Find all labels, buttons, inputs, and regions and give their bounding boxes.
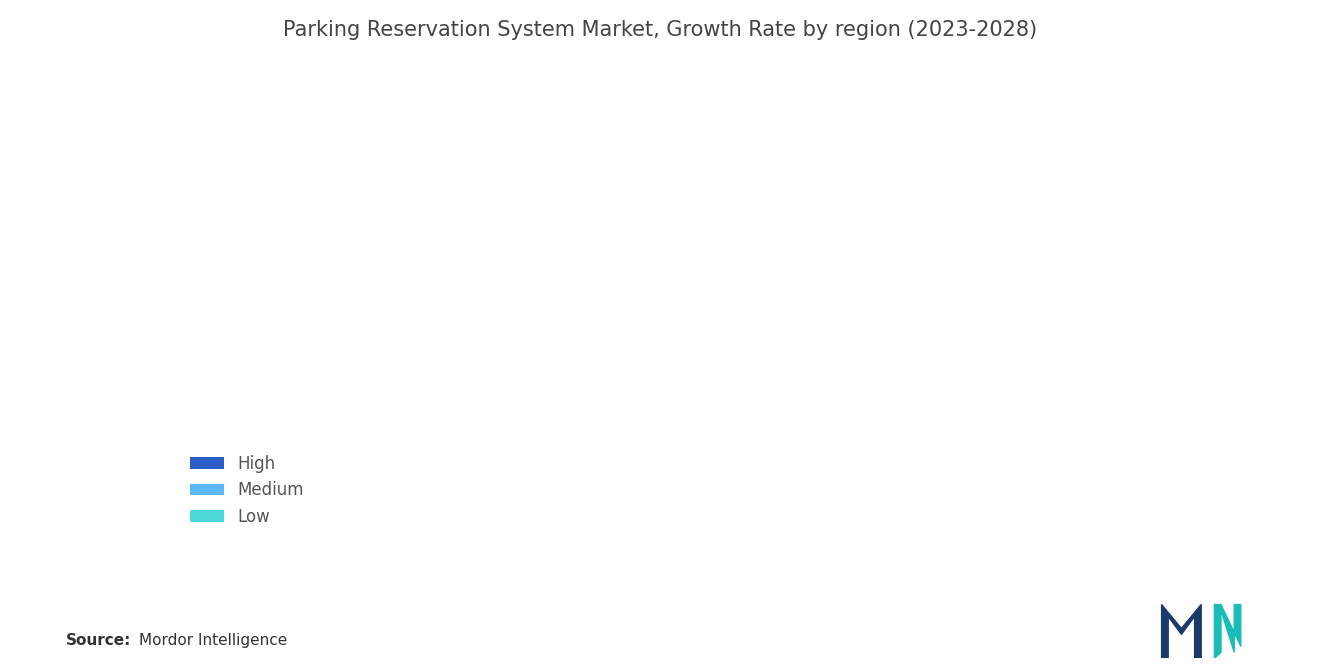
Text: Source:: Source: [66, 633, 132, 648]
Polygon shape [1162, 604, 1201, 658]
Polygon shape [1214, 604, 1241, 658]
Legend: High, Medium, Low: High, Medium, Low [183, 448, 310, 532]
Text: Parking Reservation System Market, Growth Rate by region (2023-2028): Parking Reservation System Market, Growt… [282, 20, 1038, 40]
Text: Mordor Intelligence: Mordor Intelligence [139, 633, 286, 648]
